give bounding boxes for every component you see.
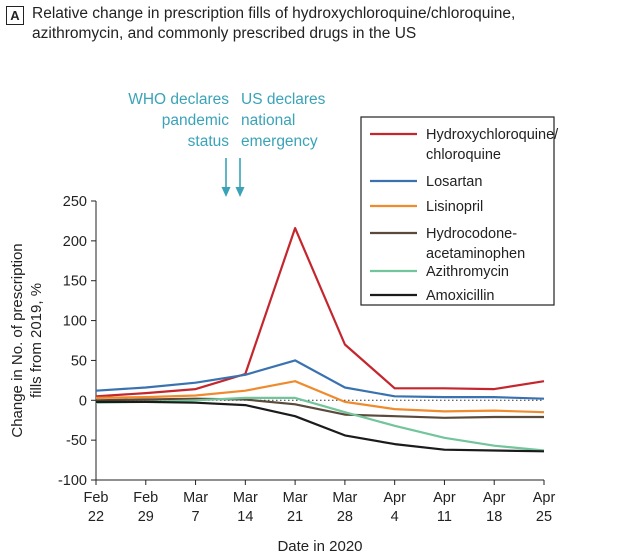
chart-title-line-2: azithromycin, and commonly prescribed dr… bbox=[32, 25, 417, 42]
x-tick-label: Mar 28 bbox=[332, 490, 357, 525]
series-line-2 bbox=[95, 380, 545, 414]
legend-label: Azithromycin bbox=[426, 264, 509, 280]
series-line-5 bbox=[96, 400, 545, 453]
legend-label: Losartan bbox=[426, 174, 482, 190]
legend-box bbox=[360, 116, 555, 306]
series-line-3 bbox=[95, 397, 544, 419]
x-tick-label: Mar 7 bbox=[183, 490, 208, 525]
annotation-arrow-head bbox=[221, 187, 231, 197]
x-tick-label: Apr 25 bbox=[533, 490, 556, 525]
legend-label: Hydrocodone-acetaminophen bbox=[426, 226, 525, 262]
series-line-1 bbox=[95, 359, 545, 400]
chart-title-line-1: Relative change in prescription fills of… bbox=[32, 5, 516, 22]
x-axis-title: Date in 2020 bbox=[277, 538, 362, 555]
y-tick-label: 50 bbox=[71, 353, 87, 369]
annotation-arrow-head bbox=[235, 187, 245, 197]
y-tick-label: 100 bbox=[63, 314, 87, 330]
x-tick-label: Apr 18 bbox=[483, 490, 506, 525]
y-tick-label: 250 bbox=[63, 194, 87, 210]
legend-label: Lisinopril bbox=[426, 199, 483, 215]
series-line-0 bbox=[95, 227, 545, 398]
legend-label: Amoxicillin bbox=[426, 288, 495, 304]
y-tick-label: -100 bbox=[58, 473, 87, 489]
annotation-label-1: US declares national emergency bbox=[241, 91, 326, 150]
x-tick-label: Mar 21 bbox=[283, 490, 308, 525]
annotation-label-0: WHO declares pandemic status bbox=[128, 91, 229, 150]
x-tick-label: Mar 14 bbox=[233, 490, 258, 525]
y-tick-label: 200 bbox=[63, 234, 87, 250]
series-lines bbox=[95, 227, 545, 453]
panel-label: A bbox=[6, 6, 24, 25]
legend: Hydroxychloroquine/chloroquine Losartan Li… bbox=[360, 116, 559, 306]
series-line-4 bbox=[95, 396, 545, 452]
x-tick-label: Apr 11 bbox=[433, 490, 456, 525]
y-tick-label: 0 bbox=[79, 393, 87, 409]
y-tick-label: -50 bbox=[66, 433, 87, 449]
x-tick-label: Feb 29 bbox=[133, 490, 158, 525]
y-axis-title: Change in No. of prescription fills from … bbox=[9, 243, 45, 437]
legend-label: Hydroxychloroquine/chloroquine bbox=[426, 127, 559, 163]
x-tick-label: Apr 4 bbox=[383, 490, 406, 525]
y-tick-label: 150 bbox=[63, 274, 87, 290]
x-tick-label: Feb 22 bbox=[84, 490, 109, 525]
